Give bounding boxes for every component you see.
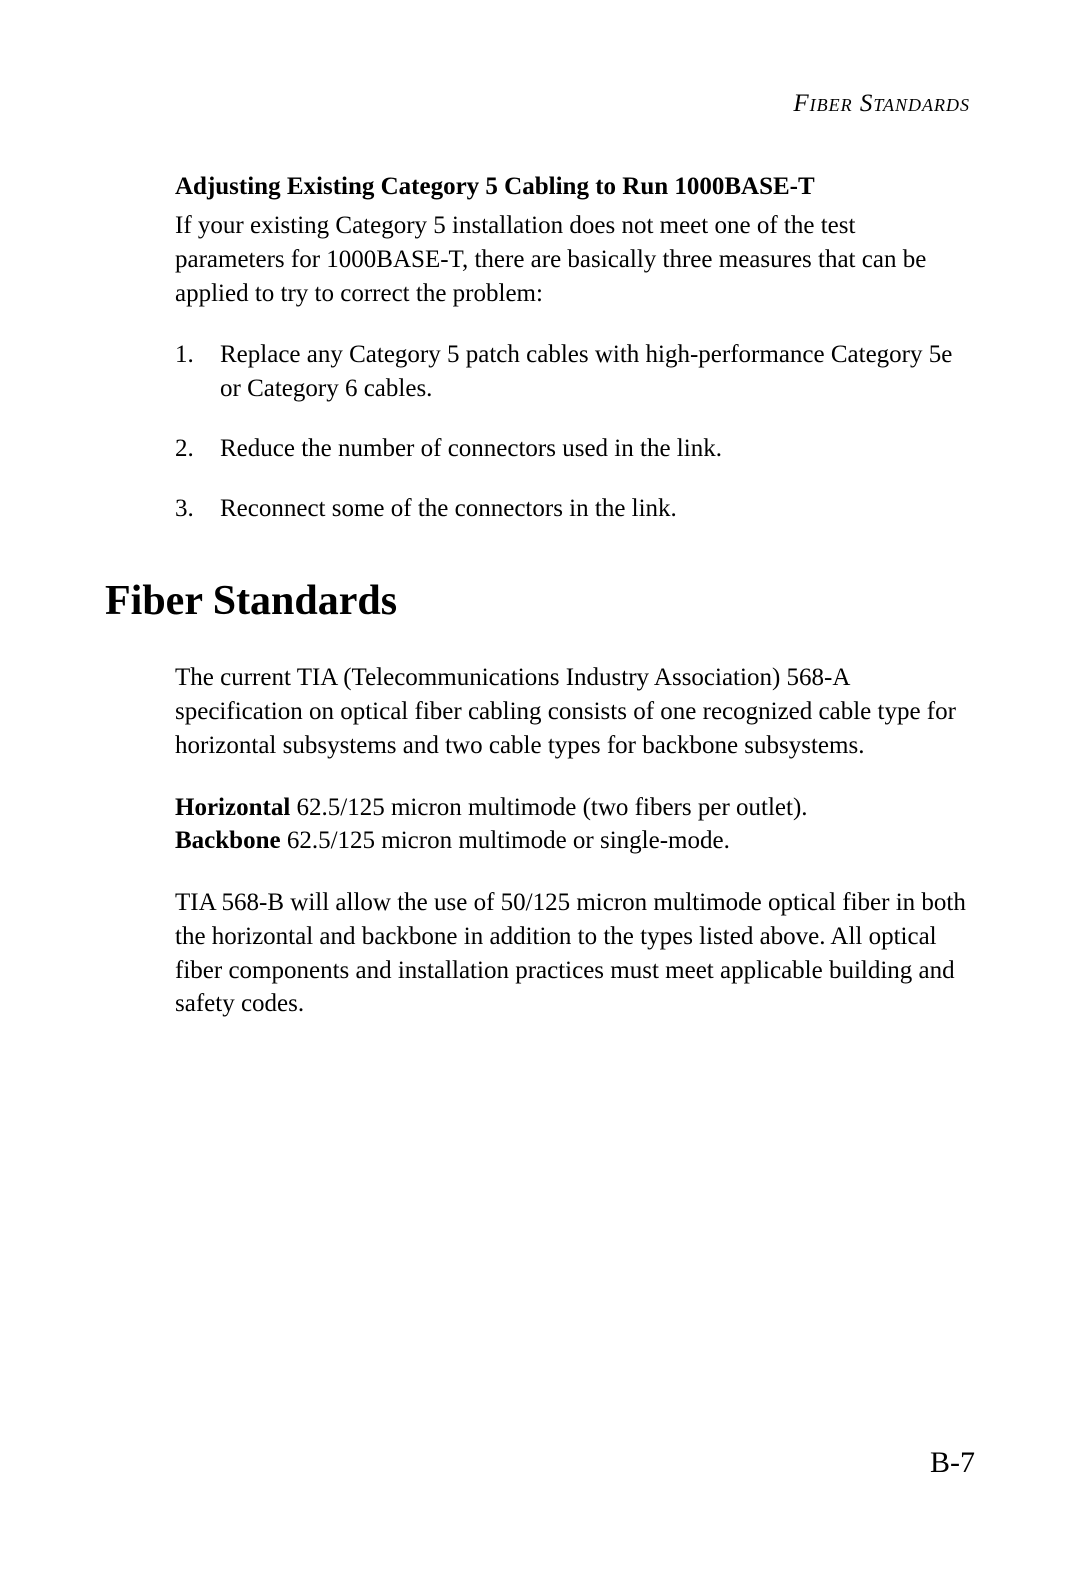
subsection-intro: If your existing Category 5 installation… [175, 209, 970, 310]
section-content: The current TIA (Telecommunications Indu… [105, 661, 975, 1021]
running-header-text: Fiber Standards [793, 90, 970, 117]
section-para2: TIA 568-B will allow the use of 50/125 m… [175, 886, 970, 1021]
def-backbone-label: Backbone [175, 827, 281, 854]
list-number: 2. [175, 432, 220, 466]
running-header: Fiber Standards [105, 90, 975, 118]
list-content: Reduce the number of connectors used in … [220, 432, 970, 466]
section-para1: The current TIA (Telecommunications Indu… [175, 661, 970, 762]
definitions: Horizontal 62.5/125 micron multimode (tw… [175, 791, 970, 859]
definition-backbone: Backbone 62.5/125 micron multimode or si… [175, 824, 970, 858]
def-horizontal-label: Horizontal [175, 794, 290, 821]
def-horizontal-text: 62.5/125 micron multimode (two fibers pe… [290, 794, 807, 821]
list-content: Reconnect some of the connectors in the … [220, 492, 970, 526]
list-number: 3. [175, 492, 220, 526]
subsection-title: Adjusting Existing Category 5 Cabling to… [175, 173, 970, 201]
section-title: Fiber Standards [105, 577, 975, 625]
def-backbone-text: 62.5/125 micron multimode or single-mode… [281, 827, 730, 854]
list-item: 3. Reconnect some of the connectors in t… [175, 492, 970, 526]
measures-list: 1. Replace any Category 5 patch cables w… [175, 338, 970, 525]
content-block: Adjusting Existing Category 5 Cabling to… [105, 173, 975, 525]
page-number: B-7 [930, 1446, 975, 1480]
list-item: 2. Reduce the number of connectors used … [175, 432, 970, 466]
list-number: 1. [175, 338, 220, 406]
list-item: 1. Replace any Category 5 patch cables w… [175, 338, 970, 406]
list-content: Replace any Category 5 patch cables with… [220, 338, 970, 406]
definition-horizontal: Horizontal 62.5/125 micron multimode (tw… [175, 791, 970, 825]
